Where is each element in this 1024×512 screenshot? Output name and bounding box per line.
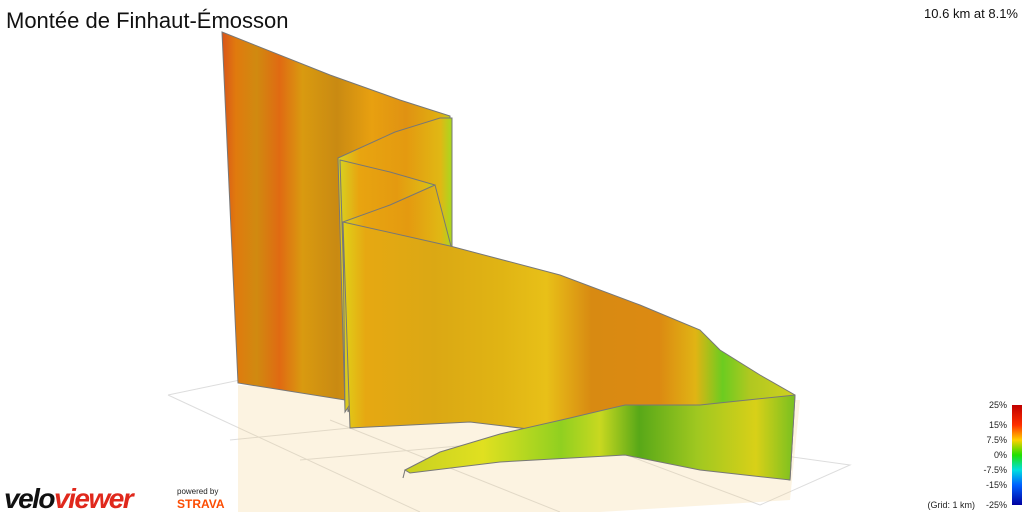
wall-edge — [402, 469, 406, 479]
legend-label: 0% — [994, 450, 1007, 460]
elevation-ribbon — [221, 31, 796, 481]
logo-left: velo — [4, 483, 55, 512]
legend-label: -7.5% — [983, 465, 1007, 475]
legend-label: -25% — [986, 500, 1007, 510]
partner: STRAVA — [177, 497, 225, 511]
legend-label: 25% — [989, 400, 1007, 410]
grid-note: (Grid: 1 km) — [927, 500, 975, 510]
powered-by: powered by — [177, 487, 218, 496]
legend-label: -15% — [986, 480, 1007, 490]
logo: veloviewer — [4, 483, 136, 512]
legend-label: 7.5% — [986, 435, 1007, 445]
legend: 25% 15% 7.5% 0% -7.5% -15% -25% (Grid: 1… — [927, 400, 1022, 510]
color-scale — [1012, 405, 1022, 505]
logo-right: viewer — [54, 483, 136, 512]
summary: 10.6 km at 8.1% — [924, 6, 1018, 21]
title: Montée de Finhaut-Émosson — [6, 8, 289, 33]
branding: veloviewer powered by STRAVA — [4, 483, 225, 512]
legend-label: 15% — [989, 420, 1007, 430]
wall — [403, 394, 796, 481]
